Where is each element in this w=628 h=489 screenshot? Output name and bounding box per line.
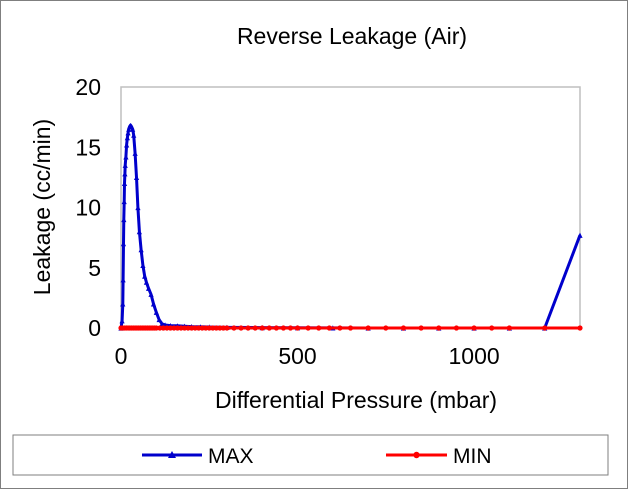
data-point-max — [145, 285, 152, 291]
data-point-min — [238, 325, 244, 331]
data-point-min — [252, 325, 258, 331]
legend-label-max: MAX — [208, 445, 254, 468]
data-point-max — [143, 279, 150, 285]
data-point-max — [120, 277, 126, 283]
data-point-max — [148, 291, 154, 297]
x-tick-label: 0 — [115, 343, 128, 369]
data-point-min — [506, 325, 512, 331]
data-point-min — [347, 325, 354, 331]
data-point-min — [365, 325, 371, 331]
data-point-max — [159, 321, 165, 327]
data-point-min — [542, 325, 548, 331]
data-point-min — [436, 325, 442, 331]
y-tick-label: 15 — [75, 134, 101, 160]
data-point-max — [124, 135, 130, 141]
data-point-min — [337, 325, 343, 331]
data-point-min — [316, 325, 322, 331]
legend-marker-max — [168, 451, 176, 458]
data-point-max — [133, 174, 140, 180]
data-point-max — [125, 130, 131, 136]
data-point-max — [135, 204, 141, 211]
data-point-min — [287, 325, 294, 331]
data-point-max — [121, 216, 127, 223]
data-point-max — [132, 150, 138, 156]
data-point-max — [577, 232, 583, 238]
legend-marker-min — [413, 451, 420, 459]
data-point-max — [131, 132, 137, 138]
data-point-max — [120, 301, 126, 307]
data-point-max — [156, 316, 162, 323]
data-point-min — [245, 325, 251, 331]
data-point-max — [120, 241, 127, 247]
series-line-max — [119, 124, 582, 330]
data-point-min — [471, 325, 477, 331]
plot-area — [120, 86, 581, 329]
x-axis-ticks: 0 500 1000 — [115, 343, 500, 369]
data-point-min — [280, 325, 287, 331]
data-point-max — [138, 247, 144, 253]
legend-items: MAX MIN — [142, 445, 492, 468]
data-point-min — [259, 325, 265, 331]
data-point-max — [124, 142, 130, 148]
y-axis-ticks: 0 5 10 15 20 — [75, 74, 101, 341]
data-point-min — [453, 325, 460, 331]
legend — [12, 434, 609, 476]
data-point-max — [121, 198, 127, 205]
y-tick-label: 20 — [75, 74, 101, 100]
data-point-min — [418, 325, 424, 331]
data-point-min — [400, 325, 407, 331]
data-point-min — [326, 325, 332, 331]
x-tick-label: 500 — [278, 343, 316, 369]
data-point-max — [136, 229, 142, 235]
data-point-max — [140, 262, 146, 268]
x-axis-label: Differential Pressure (mbar) — [215, 387, 497, 413]
data-point-max — [123, 154, 129, 160]
data-point-max — [150, 301, 157, 307]
y-tick-label: 5 — [88, 255, 101, 281]
data-point-min — [489, 325, 495, 331]
data-point-min — [224, 325, 230, 331]
data-point-max — [142, 273, 148, 279]
data-point-min — [305, 325, 311, 331]
data-point-max — [119, 318, 125, 324]
y-axis-label: Leakage (cc/min) — [29, 119, 55, 295]
legend-label-min: MIN — [453, 445, 492, 468]
data-point-min — [266, 325, 272, 331]
data-point-min — [577, 325, 583, 331]
data-point-min — [383, 325, 389, 331]
data-point-min — [231, 325, 237, 331]
chart-title: Reverse Leakage (Air) — [237, 23, 467, 49]
data-point-max — [153, 309, 159, 315]
data-point-min — [273, 325, 279, 331]
data-point-max — [121, 180, 128, 186]
series-layer — [118, 122, 583, 331]
x-tick-label: 1000 — [448, 343, 499, 369]
data-point-max — [130, 126, 136, 132]
data-point-min — [294, 325, 301, 331]
y-tick-label: 10 — [75, 195, 101, 221]
data-point-max — [122, 162, 128, 168]
y-tick-label: 0 — [88, 315, 101, 341]
data-point-max — [122, 171, 128, 177]
